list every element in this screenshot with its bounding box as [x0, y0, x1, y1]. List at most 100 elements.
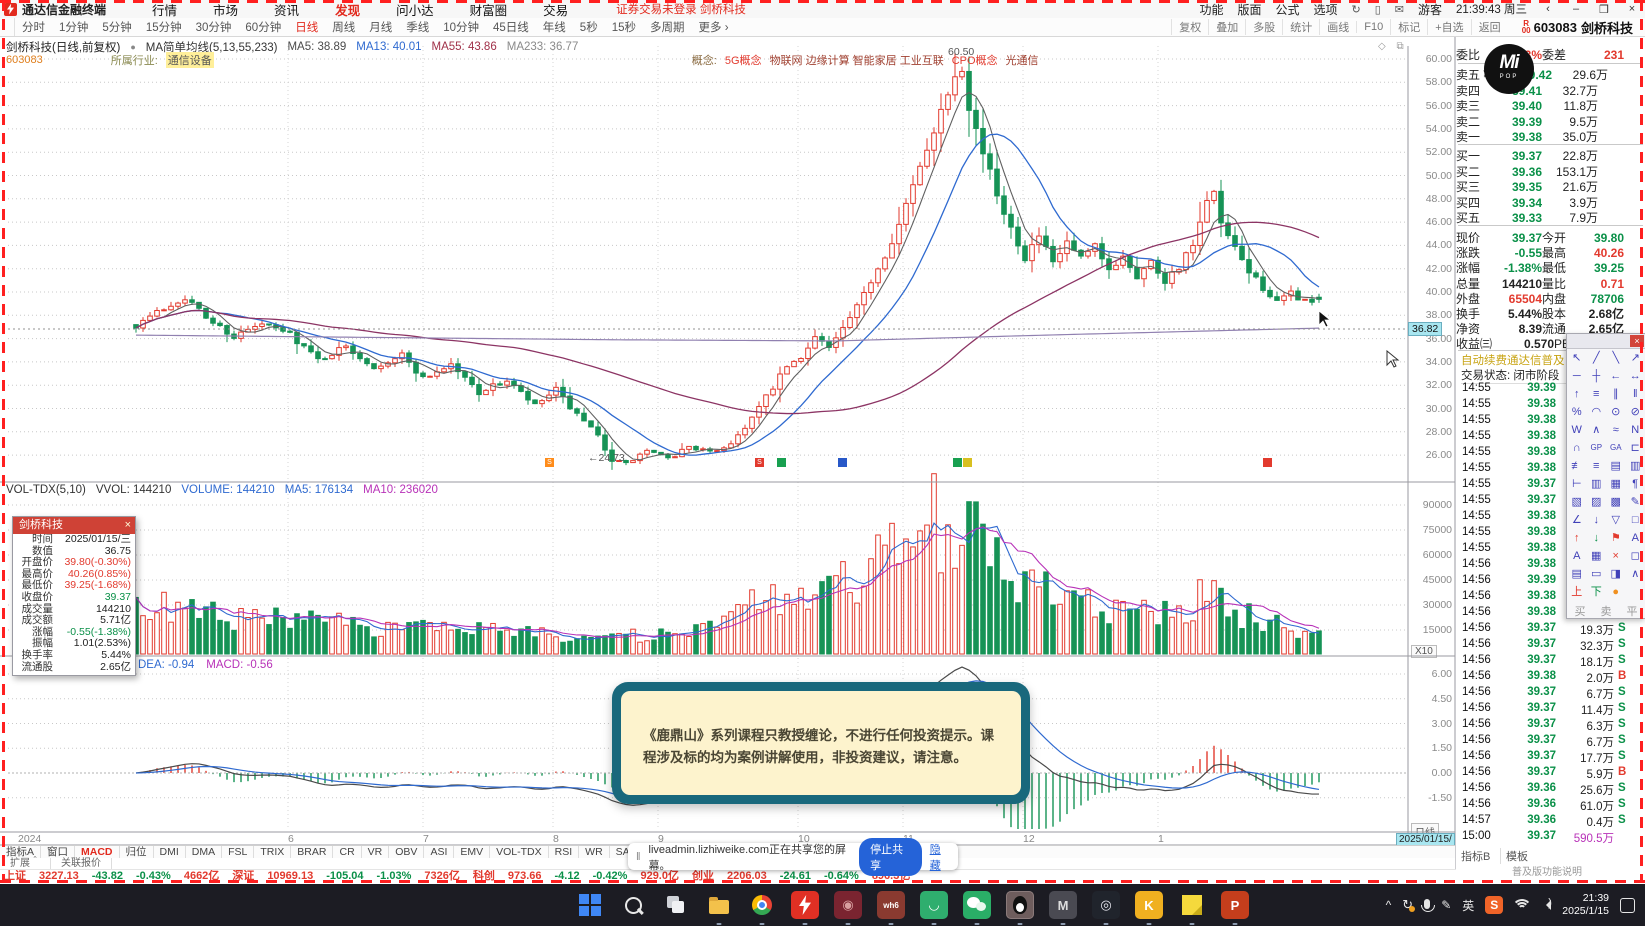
timeframe-10分钟[interactable]: 10分钟 [443, 22, 479, 34]
indicator-tab-VR[interactable]: VR [362, 846, 390, 859]
green-chat-app-icon[interactable]: ◡ [920, 891, 948, 925]
industry-value[interactable]: 通信设备 [165, 52, 214, 68]
draw-tool-icon[interactable]: ≡ [1593, 388, 1600, 400]
menu-layout[interactable]: 版面 [1237, 2, 1262, 17]
event-marker[interactable]: S [755, 458, 764, 467]
tdx-app-icon[interactable] [791, 891, 819, 925]
draw-tool-icon[interactable]: ¶ [1632, 478, 1639, 490]
close-button[interactable]: × [1628, 3, 1636, 15]
dark-red-app-icon[interactable]: ◉ [834, 891, 862, 925]
draw-tool-icon[interactable]: ↖ [1572, 352, 1582, 364]
draw-tool-icon[interactable]: ─ [1572, 370, 1581, 382]
powerpoint-icon[interactable]: P [1221, 891, 1249, 925]
timeframe-15秒[interactable]: 15秒 [611, 22, 636, 34]
draw-tool-icon[interactable]: ↔ [1629, 370, 1641, 382]
draw-tool-icon[interactable]: A [1573, 550, 1581, 562]
draw-tool-icon[interactable]: ≡ [1593, 460, 1600, 472]
indicator-tab-BRAR[interactable]: BRAR [291, 846, 334, 859]
draw-tool-icon[interactable]: ∥ [1613, 388, 1619, 400]
menu-item-财富圈[interactable]: 财富圈 [469, 3, 508, 18]
draw-tool-icon[interactable]: ↓ [1593, 514, 1600, 526]
event-marker[interactable] [963, 458, 972, 467]
timeframe-30分钟[interactable]: 30分钟 [195, 22, 232, 34]
draw-tool-icon[interactable]: ↓ [1593, 532, 1600, 544]
draw-tool-icon[interactable]: GA [1609, 443, 1622, 452]
toolbar-button-+自选[interactable]: +自选 [1427, 19, 1470, 35]
wechat-icon[interactable] [963, 891, 991, 925]
draw-tool-icon[interactable]: ▥ [1591, 478, 1602, 490]
draw-tool-icon[interactable]: ◠ [1591, 406, 1602, 418]
toolbar-button-标记[interactable]: 标记 [1390, 19, 1427, 35]
pen-icon[interactable]: ✎ [1441, 898, 1452, 912]
concept-item[interactable]: 光通信 [1005, 55, 1039, 67]
draw-tool-icon[interactable]: 下 [1590, 586, 1602, 598]
guest-label[interactable]: 游客 [1418, 2, 1443, 17]
tab-归位[interactable]: 归位 [120, 846, 154, 859]
menu-options[interactable]: 选项 [1313, 2, 1338, 17]
draw-tool-icon[interactable]: ← [1610, 370, 1622, 382]
draw-tool-icon[interactable]: ▤ [1610, 460, 1621, 472]
indicator-tab-WR[interactable]: WR [579, 846, 610, 859]
draw-tool-icon[interactable]: ⚑ [1610, 532, 1621, 544]
timeframe-1分钟[interactable]: 1分钟 [59, 22, 89, 34]
tab-窗口[interactable]: 窗口 [41, 846, 76, 859]
mi-app-icon[interactable]: M [1049, 891, 1077, 925]
draw-tool-icon[interactable]: ▩ [1610, 496, 1621, 508]
draw-tool-icon[interactable]: ▭ [1591, 568, 1602, 580]
wh6-app-icon[interactable]: wh6 [877, 891, 905, 925]
draw-tool-icon[interactable]: ◻ [1630, 550, 1640, 562]
sync-icon[interactable]: ↻ [1402, 897, 1416, 912]
draw-tool-icon[interactable]: ⊏ [1630, 442, 1640, 454]
qq-icon[interactable] [1006, 891, 1034, 925]
toolbar-button-画线[interactable]: 画线 [1319, 19, 1356, 35]
draw-tool-icon[interactable]: ╱ [1592, 352, 1600, 364]
event-marker[interactable] [777, 458, 786, 467]
tab-指标A[interactable]: 指标A [0, 846, 42, 859]
chart-mini-icons[interactable]: ◇ ⧉ [1378, 41, 1408, 52]
message-icon[interactable]: ✉ [1394, 3, 1405, 16]
palette-footer-item[interactable]: 买 [1574, 606, 1586, 618]
indicator-tab-ASI[interactable]: ASI [424, 846, 455, 859]
draw-tool-icon[interactable]: N [1631, 424, 1640, 436]
sogou-icon[interactable]: S [1485, 896, 1504, 914]
volume-icon[interactable] [1541, 897, 1552, 910]
mobile-icon[interactable]: ▯ [1374, 3, 1381, 16]
tray-chevron-icon[interactable]: ^ [1385, 898, 1392, 912]
toolbar-button-多股[interactable]: 多股 [1245, 19, 1282, 35]
draw-tool-icon[interactable]: ∧ [1631, 568, 1640, 580]
menu-item-行情[interactable]: 行情 [152, 3, 178, 18]
hide-link[interactable]: 隐藏 [929, 843, 941, 872]
menu-item-问小达[interactable]: 问小达 [396, 3, 434, 18]
draw-tool-icon[interactable]: ≈ [1612, 424, 1619, 436]
ime-indicator[interactable]: 英 [1462, 898, 1475, 913]
toolbar-button-复权[interactable]: 复权 [1171, 19, 1208, 35]
panel-tab-indicator-b[interactable]: 指标B [1461, 848, 1502, 864]
draw-tool-icon[interactable]: ▽ [1611, 514, 1620, 526]
file-explorer-icon[interactable] [705, 891, 733, 925]
search-icon[interactable] [619, 891, 647, 919]
draw-tool-icon[interactable]: ◨ [1610, 568, 1621, 580]
timeframe-更多 ›[interactable]: 更多 › [698, 22, 729, 34]
toolbar-button-统计[interactable]: 统计 [1282, 19, 1319, 35]
wifi-icon[interactable] [1512, 899, 1533, 911]
info-card-close-icon[interactable]: × [124, 519, 131, 531]
draw-tool-icon[interactable]: ▧ [1571, 496, 1582, 508]
ext-tab-扩展＾[interactable]: 扩展＾ [0, 858, 51, 869]
draw-tool-icon[interactable]: ⊙ [1611, 406, 1621, 418]
draw-tool-icon[interactable]: ▥ [1630, 460, 1641, 472]
draw-tool-icon[interactable]: % [1571, 406, 1582, 418]
draw-tool-icon[interactable]: W [1571, 424, 1582, 436]
tray-clock[interactable]: 21:39 2025/1/15 [1562, 891, 1609, 917]
concept-item[interactable]: CPO概念 [951, 55, 998, 67]
minimize-button[interactable]: – [1572, 3, 1580, 15]
draw-tool-icon[interactable]: ≢ [1571, 460, 1583, 472]
palette-footer-item[interactable]: 卖 [1600, 606, 1612, 618]
k-app-icon[interactable]: K [1135, 891, 1163, 925]
indicator-tab-DMI[interactable]: DMI [154, 846, 186, 859]
chrome-icon[interactable] [748, 891, 776, 925]
toolbar-button-F10[interactable]: F10 [1356, 21, 1390, 33]
draw-tool-icon[interactable]: ▦ [1591, 550, 1602, 562]
timeframe-5秒[interactable]: 5秒 [579, 22, 598, 34]
toolbar-button-叠加[interactable]: 叠加 [1208, 19, 1245, 35]
refresh-icon[interactable]: ↻ [1351, 3, 1361, 16]
